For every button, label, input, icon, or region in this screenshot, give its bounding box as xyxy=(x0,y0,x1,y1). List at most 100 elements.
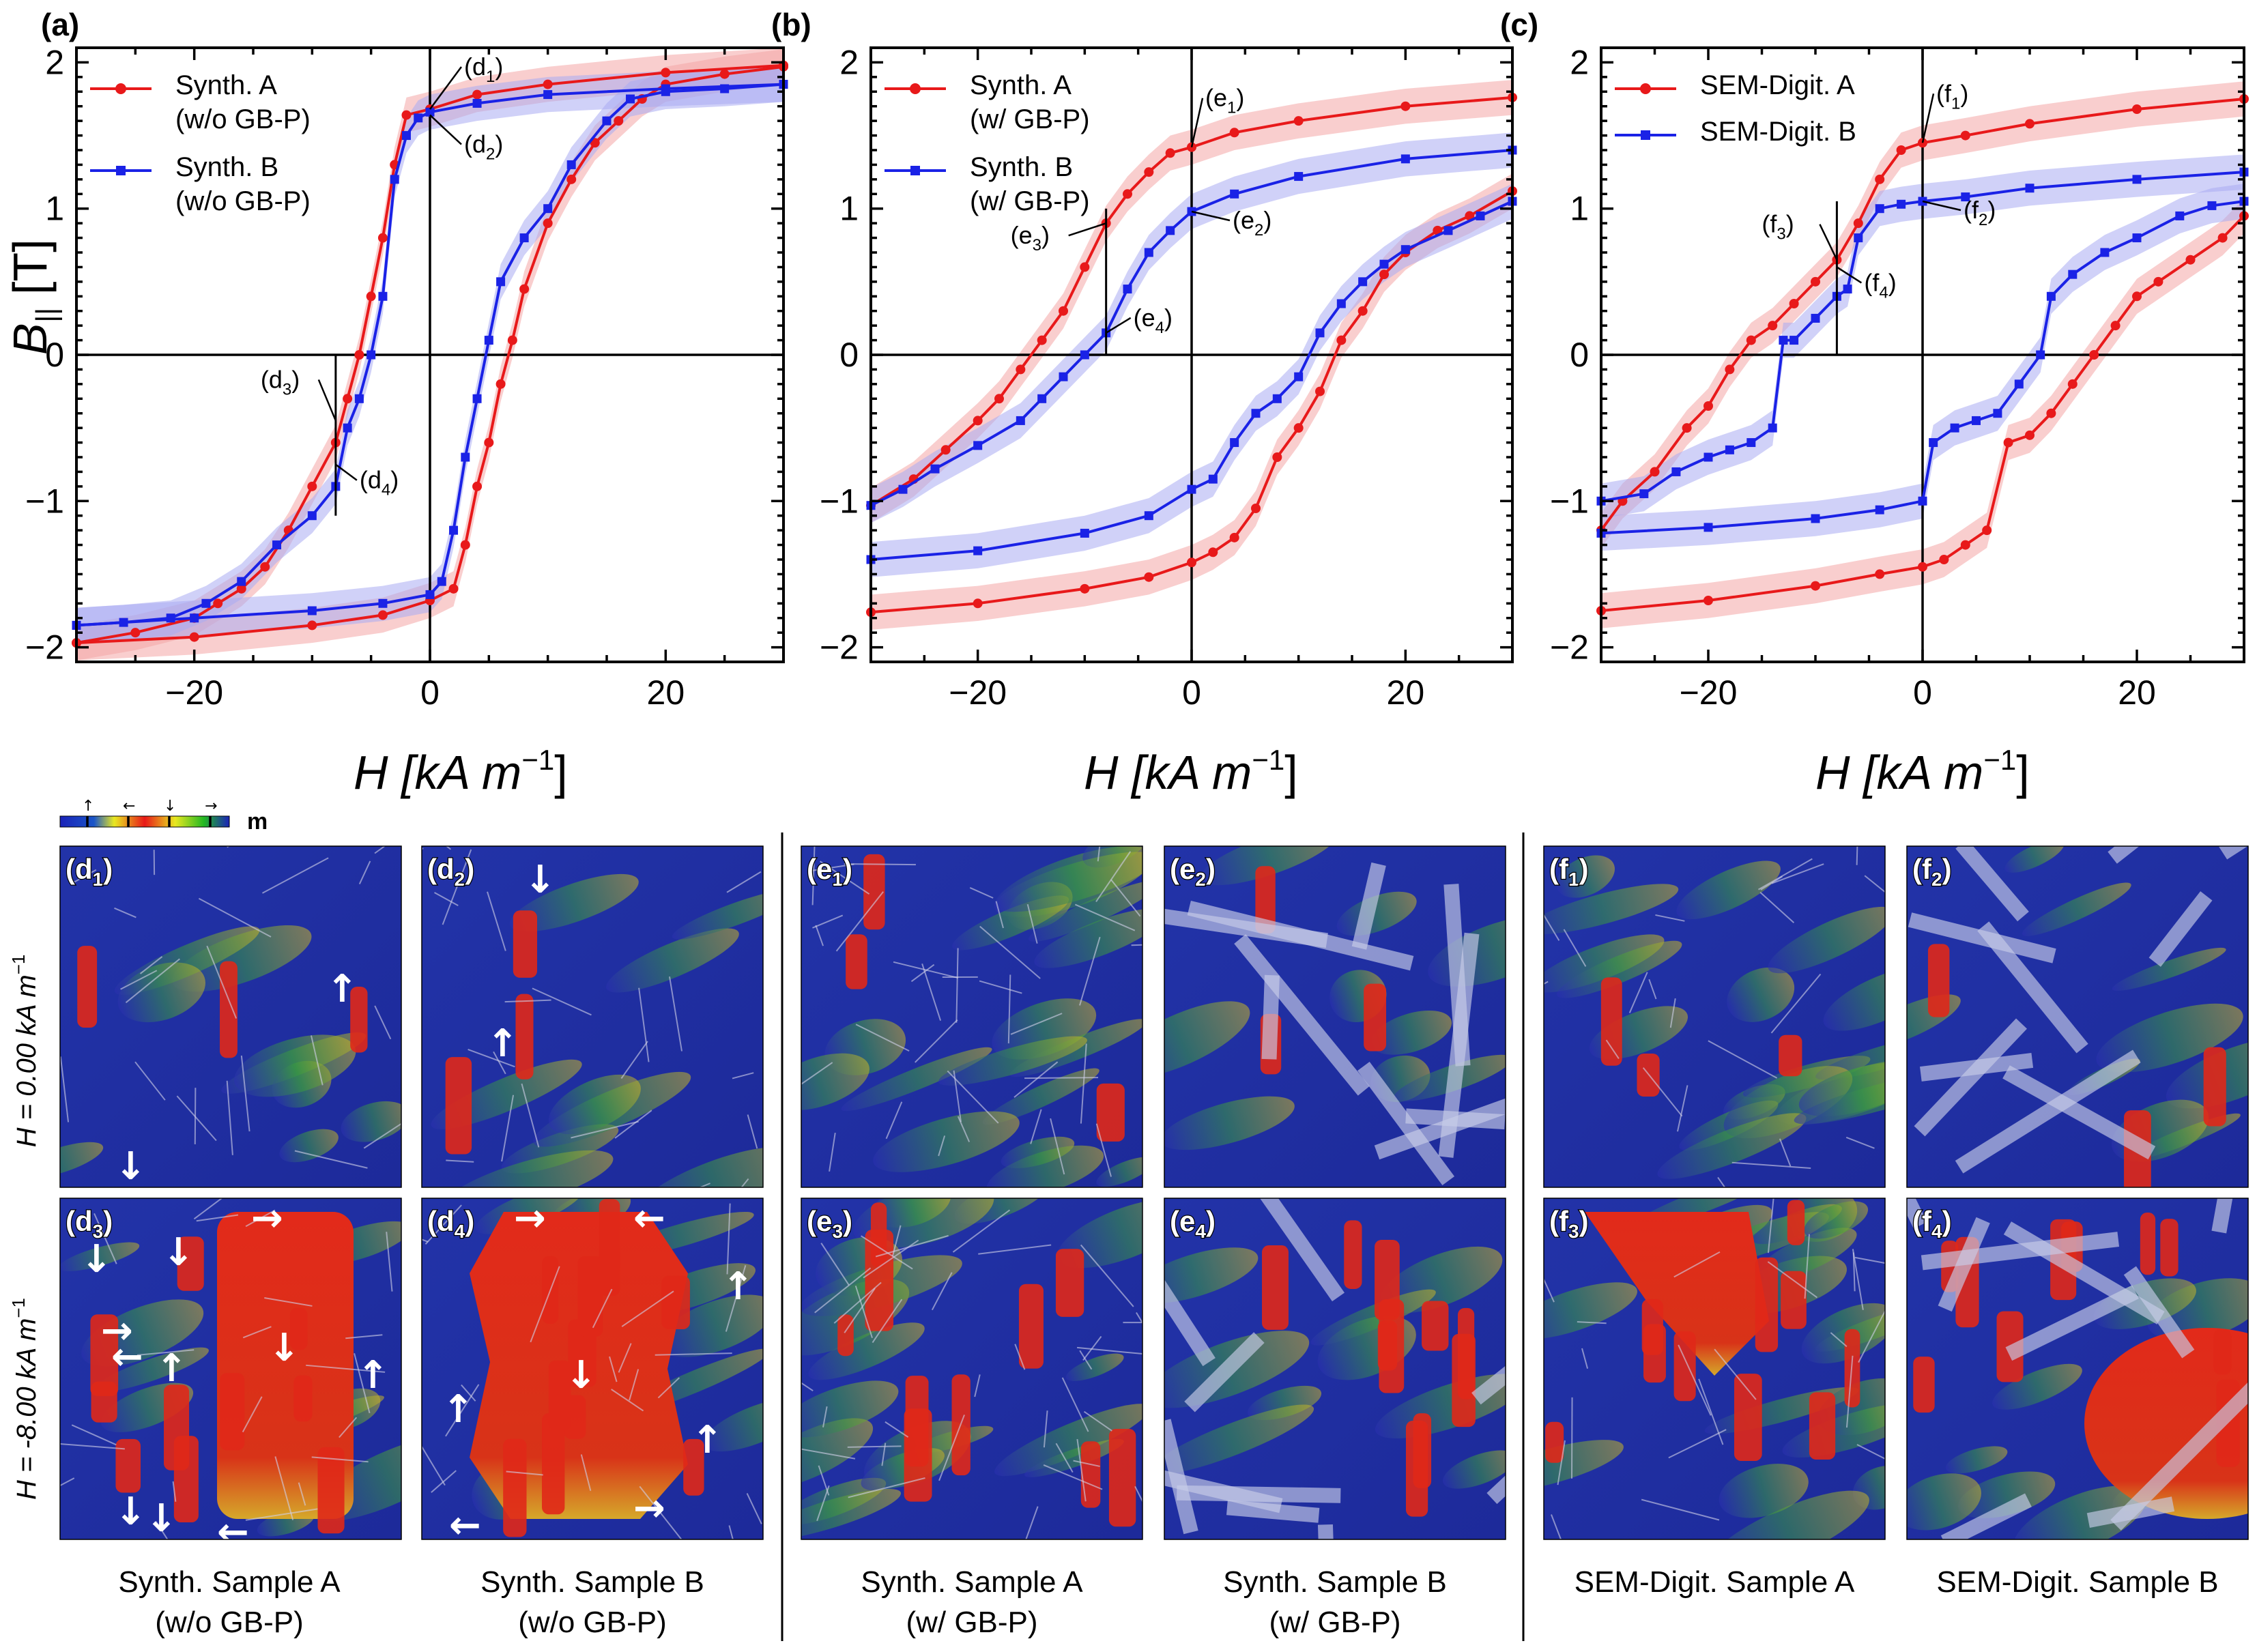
data-point xyxy=(1272,394,1282,403)
grain-boundary xyxy=(2005,1285,2139,1361)
grain-boundary xyxy=(363,1122,401,1149)
image-label: (d3) xyxy=(66,1205,113,1242)
grain-boundary xyxy=(592,1288,613,1329)
domain-wall-region xyxy=(2166,1038,2248,1109)
grain-boundary xyxy=(1577,1321,1607,1324)
reversed-domain xyxy=(1600,977,1622,1066)
y-tick-label: 1 xyxy=(1570,190,1589,228)
grain-boundary xyxy=(206,945,238,1019)
grain-boundary xyxy=(875,1234,949,1258)
domain-wall-region xyxy=(1544,1282,1637,1339)
reversed-domain xyxy=(90,1314,119,1396)
data-point xyxy=(189,632,199,642)
annotation-label: (f2) xyxy=(1964,196,1996,229)
reversed-domain xyxy=(91,1381,117,1423)
data-point xyxy=(1939,555,1949,564)
data-point xyxy=(1960,130,1970,141)
data-point xyxy=(719,69,730,79)
annotation-arrow xyxy=(1106,317,1132,334)
grain-boundary xyxy=(1055,1443,1074,1473)
reversed-domain xyxy=(683,1438,704,1496)
y-tick-label: 2 xyxy=(45,43,64,81)
grain-boundary xyxy=(1351,862,1386,950)
grain-boundary xyxy=(820,1243,850,1286)
grain-boundary xyxy=(60,1477,75,1487)
image-border xyxy=(801,1198,1143,1540)
data-point xyxy=(1400,101,1411,111)
svg-text:Synth. Sample A: Synth. Sample A xyxy=(118,1565,341,1599)
reversed-domain xyxy=(220,1373,245,1451)
data-point xyxy=(1229,532,1239,542)
magnetization-arrow-icon: → xyxy=(514,1196,546,1241)
grain-boundary xyxy=(885,1421,909,1438)
colorbar-right-icon: → xyxy=(205,798,217,815)
grain-boundary xyxy=(1678,1344,1712,1416)
reversed-domain xyxy=(1927,944,1950,1017)
grain-boundary xyxy=(580,1454,592,1491)
data-point xyxy=(1187,557,1196,568)
reversed-domain xyxy=(1545,1421,1564,1463)
grain-boundary xyxy=(618,1343,632,1373)
grain-boundary xyxy=(139,956,163,974)
grain-boundary xyxy=(2211,1198,2233,1234)
data-point xyxy=(1811,581,1820,591)
magnetization-arrow-icon: ← xyxy=(217,1510,249,1554)
colorbar-up-icon: ↑ xyxy=(82,798,94,815)
band-b-ascending xyxy=(1601,184,2244,551)
image-label: (e1) xyxy=(807,853,852,890)
grain-boundary xyxy=(1405,1108,1506,1130)
svg-text:SEM-Digit. Sample B: SEM-Digit. Sample B xyxy=(1936,1565,2218,1599)
data-point xyxy=(1016,364,1026,375)
reversed-domain xyxy=(1055,1249,1084,1317)
annotation-label: (d2) xyxy=(464,130,503,164)
data-point xyxy=(448,583,459,594)
domain-wall-region xyxy=(1945,1446,2008,1474)
y-tick-label: 1 xyxy=(45,190,64,228)
data-point xyxy=(566,160,576,169)
reversed-domain xyxy=(1643,1324,1666,1383)
grain-boundary xyxy=(1079,1350,1093,1370)
panel-label-a: (a) xyxy=(41,7,79,42)
domain-wall-region xyxy=(1544,934,1665,993)
grain-boundary xyxy=(1095,1123,1112,1177)
data-point xyxy=(1379,259,1389,269)
band-b-descending xyxy=(1601,154,2244,519)
grain-boundary xyxy=(94,1213,117,1264)
grain-boundary xyxy=(1563,929,1587,967)
image-border xyxy=(1164,1198,1506,1540)
grain-boundary xyxy=(114,907,136,918)
domain-wall-region xyxy=(509,873,639,932)
grain-boundary xyxy=(620,1041,648,1079)
data-point xyxy=(1251,504,1261,513)
x-axis-label-b: H [kA m−1] xyxy=(1084,744,1298,799)
annotation-arrow xyxy=(429,114,462,145)
data-point xyxy=(190,613,199,623)
data-point xyxy=(1929,438,1938,448)
grain-boundary xyxy=(1955,846,2029,922)
data-point xyxy=(1950,423,1959,433)
magnetization-arrow-icon: ↑ xyxy=(691,1418,723,1462)
grain-boundary xyxy=(506,1470,543,1476)
grain-boundary xyxy=(969,887,994,899)
data-point xyxy=(1779,336,1788,345)
legend-label: Synth. B xyxy=(970,152,1073,182)
series-b-descending-line xyxy=(76,83,784,627)
grain-boundary xyxy=(521,1083,540,1148)
legend-label-line2: (w/ GB-P) xyxy=(970,186,1090,216)
grain-boundary xyxy=(310,1035,324,1086)
grain-boundary xyxy=(814,1267,872,1314)
grain-boundary xyxy=(1628,972,1648,1013)
image-border xyxy=(1543,845,1886,1188)
annotation-arrow xyxy=(1836,266,1863,284)
data-point xyxy=(1671,467,1681,476)
grain-boundary xyxy=(847,1445,902,1448)
reversed-domain xyxy=(2213,1329,2232,1375)
data-point xyxy=(1811,313,1820,323)
grain-boundary xyxy=(872,1299,903,1344)
x-tick-label: −20 xyxy=(949,673,1007,712)
data-point xyxy=(2046,291,2056,301)
domain-wall-region xyxy=(2004,846,2065,873)
data-point xyxy=(1918,496,1927,506)
data-point xyxy=(2014,379,2024,389)
grain-boundary xyxy=(1669,998,1676,1028)
